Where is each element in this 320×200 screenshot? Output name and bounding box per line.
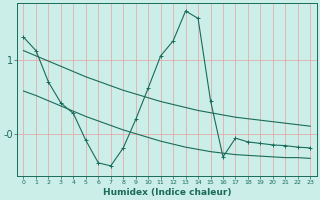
X-axis label: Humidex (Indice chaleur): Humidex (Indice chaleur) bbox=[103, 188, 231, 197]
